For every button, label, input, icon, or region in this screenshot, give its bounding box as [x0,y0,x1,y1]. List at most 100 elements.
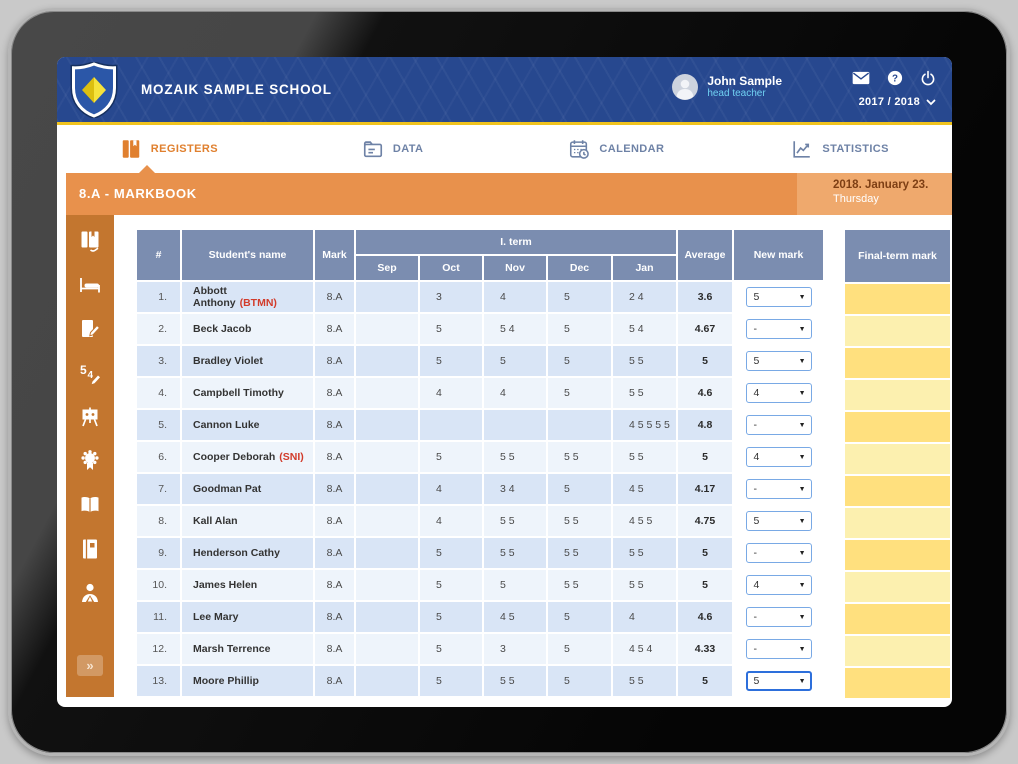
month-marks-cell[interactable]: 5 5 [548,538,611,568]
month-marks-cell[interactable]: 5 [484,570,546,600]
month-marks-cell[interactable] [356,346,418,376]
month-marks-cell[interactable] [356,474,418,504]
new-mark-select[interactable]: 5 ▼ [745,511,812,531]
month-marks-cell[interactable]: 5 [548,378,611,408]
month-marks-cell[interactable]: 5 5 [613,378,676,408]
month-marks-cell[interactable]: 4 [484,378,546,408]
month-marks-cell[interactable]: 4 5 4 [613,634,676,664]
final-term-cell[interactable] [845,572,950,602]
final-term-cell[interactable] [845,540,950,570]
power-icon[interactable] [920,70,936,86]
tab-registers[interactable]: REGISTERS [57,125,281,173]
new-mark-select[interactable]: 4 ▼ [745,447,812,467]
final-term-cell[interactable] [845,444,950,474]
bed-icon[interactable] [78,273,102,297]
month-marks-cell[interactable]: 5 [548,634,611,664]
month-marks-cell[interactable] [356,506,418,536]
tab-statistics[interactable]: STATISTICS [728,125,952,173]
book-pencil-icon[interactable] [78,317,102,341]
month-marks-cell[interactable] [356,282,418,312]
help-icon[interactable]: ? [887,70,903,86]
month-marks-cell[interactable]: 2 4 [613,282,676,312]
final-term-cell[interactable] [845,348,950,378]
month-marks-cell[interactable]: 4 [420,506,482,536]
month-marks-cell[interactable]: 4 [484,282,546,312]
new-mark-select[interactable]: - ▼ [745,639,812,659]
month-marks-cell[interactable] [356,570,418,600]
tab-data[interactable]: DATA [281,125,505,173]
new-mark-select[interactable]: 5 ▼ [745,351,812,371]
new-mark-select[interactable]: 5 ▼ [745,671,812,691]
new-mark-select[interactable]: - ▼ [745,543,812,563]
month-marks-cell[interactable] [356,602,418,632]
award-icon[interactable] [78,449,102,473]
register-pen-icon[interactable] [78,229,102,253]
month-marks-cell[interactable]: 4 5 [484,602,546,632]
month-marks-cell[interactable]: 5 [548,346,611,376]
month-marks-cell[interactable]: 5 5 [613,570,676,600]
month-marks-cell[interactable] [484,410,546,440]
month-marks-cell[interactable]: 4 5 5 5 5 [613,410,676,440]
month-marks-cell[interactable]: 5 [548,602,611,632]
month-marks-cell[interactable]: 4 [613,602,676,632]
grades-54-icon[interactable]: 5 4 [78,361,102,385]
month-marks-cell[interactable]: 5 5 [613,346,676,376]
new-mark-select[interactable]: 4 ▼ [745,383,812,403]
month-marks-cell[interactable]: 5 5 [613,442,676,472]
month-marks-cell[interactable]: 4 [420,378,482,408]
final-term-cell[interactable] [845,668,950,698]
final-term-cell[interactable] [845,508,950,538]
month-marks-cell[interactable] [356,410,418,440]
month-marks-cell[interactable]: 5 5 [613,538,676,568]
month-marks-cell[interactable]: 5 [420,442,482,472]
month-marks-cell[interactable]: 5 [420,346,482,376]
month-marks-cell[interactable]: 5 5 [548,506,611,536]
easel-icon[interactable] [78,405,102,429]
month-marks-cell[interactable] [420,410,482,440]
month-marks-cell[interactable]: 3 [484,634,546,664]
month-marks-cell[interactable]: 3 [420,282,482,312]
new-mark-select[interactable]: - ▼ [745,607,812,627]
month-marks-cell[interactable]: 5 [420,602,482,632]
final-term-cell[interactable] [845,636,950,666]
month-marks-cell[interactable] [356,634,418,664]
month-marks-cell[interactable] [356,378,418,408]
month-marks-cell[interactable]: 5 5 [613,666,676,696]
tab-calendar[interactable]: CALENDAR [505,125,729,173]
new-mark-select[interactable]: 5 ▼ [745,287,812,307]
final-term-cell[interactable] [845,604,950,634]
month-marks-cell[interactable]: 5 [420,538,482,568]
month-marks-cell[interactable]: 5 [548,314,611,344]
month-marks-cell[interactable]: 5 5 [548,442,611,472]
month-marks-cell[interactable]: 5 [420,314,482,344]
person-reading-icon[interactable] [78,581,102,605]
month-marks-cell[interactable] [356,314,418,344]
month-marks-cell[interactable]: 5 [548,282,611,312]
month-marks-cell[interactable]: 5 [420,666,482,696]
new-mark-select[interactable]: 4 ▼ [745,575,812,595]
final-term-cell[interactable] [845,380,950,410]
month-marks-cell[interactable]: 5 [484,346,546,376]
month-marks-cell[interactable]: 4 5 [613,474,676,504]
month-marks-cell[interactable]: 5 5 [484,538,546,568]
new-mark-select[interactable]: - ▼ [745,319,812,339]
open-book-icon[interactable] [78,493,102,517]
month-marks-cell[interactable] [356,666,418,696]
month-marks-cell[interactable]: 5 [548,474,611,504]
month-marks-cell[interactable]: 3 4 [484,474,546,504]
new-mark-select[interactable]: - ▼ [745,415,812,435]
month-marks-cell[interactable]: 5 [548,666,611,696]
month-marks-cell[interactable]: 5 5 [548,570,611,600]
month-marks-cell[interactable] [356,442,418,472]
month-marks-cell[interactable] [356,538,418,568]
final-term-cell[interactable] [845,412,950,442]
school-year-selector[interactable]: 2017 / 2018 [852,96,936,108]
month-marks-cell[interactable]: 5 5 [484,442,546,472]
notebook-icon[interactable] [78,537,102,561]
month-marks-cell[interactable]: 5 [420,570,482,600]
month-marks-cell[interactable] [548,410,611,440]
mail-icon[interactable] [852,70,870,86]
final-term-cell[interactable] [845,284,950,314]
final-term-cell[interactable] [845,476,950,506]
expand-sidebar-button[interactable]: » [77,655,103,676]
